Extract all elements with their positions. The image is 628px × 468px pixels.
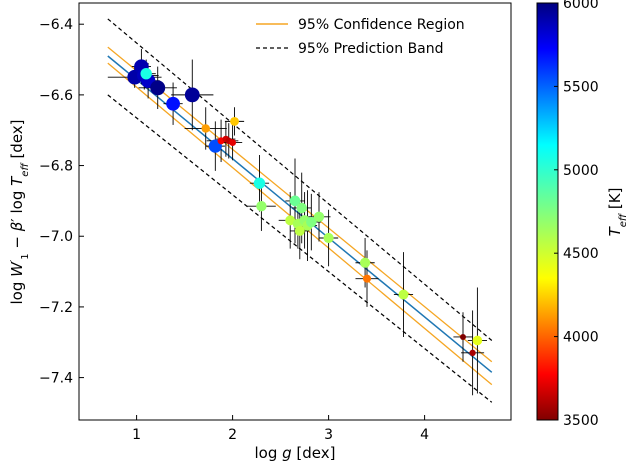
x-tick-label: 3: [324, 427, 333, 443]
legend-confidence-label: 95% Confidence Region: [298, 17, 465, 33]
data-point: [253, 177, 266, 189]
data-point: [398, 289, 409, 300]
data-point: [229, 139, 237, 147]
data-point: [469, 349, 476, 357]
x-tick-label: 1: [132, 427, 141, 443]
data-point: [285, 215, 296, 226]
prediction-band-upper: [107, 18, 493, 341]
colorbar: 3500 4000 4500 5000 5500 6000 Teff [K]: [536, 0, 628, 429]
y-tick-label: −7.2: [39, 300, 73, 316]
y-axis-label: log W′1 − β′ log Teff [dex]: [8, 119, 31, 304]
data-point: [294, 225, 305, 236]
colorbar-tick-label: 3500: [563, 413, 599, 429]
data-point: [460, 333, 466, 340]
data-point: [296, 202, 307, 214]
y-tick-label: −6.4: [39, 17, 73, 33]
x-tick-label: 4: [420, 427, 429, 443]
data-point: [230, 116, 239, 126]
data-point: [362, 274, 372, 283]
data-point: [140, 67, 152, 80]
data-point: [166, 96, 180, 111]
colorbar-tick-label: 6000: [563, 0, 599, 12]
colorbar-label: Teff [K]: [606, 188, 628, 237]
plot-frame: [78, 2, 512, 421]
y-tick-label: −7.0: [39, 229, 73, 245]
colorbar-tick-label: 4500: [563, 246, 599, 262]
colorbar-tick-label: 5000: [563, 163, 599, 179]
x-tick-label: 2: [228, 427, 237, 443]
data-point: [201, 124, 210, 133]
legend-prediction-label: 95% Prediction Band: [298, 41, 444, 57]
colorbar-tick-label: 4000: [563, 330, 599, 346]
data-point: [306, 216, 317, 228]
data-point: [360, 257, 371, 268]
y-tick-label: −7.4: [39, 371, 73, 387]
data-point: [313, 211, 325, 222]
colorbar-tick-label: 5500: [563, 79, 599, 95]
data-point: [256, 201, 267, 212]
data-point: [323, 232, 334, 244]
legend: 95% Confidence Region 95% Prediction Ban…: [256, 17, 465, 57]
y-tick-label: −6.6: [39, 88, 73, 104]
data-point: [472, 335, 483, 346]
data-point: [150, 80, 166, 96]
x-axis-label: log g [dex]: [254, 444, 335, 462]
plot-area: 1 2 3 4 −7.4 −7.2 −7.0 −6.8 −6.6 −6.4: [39, 2, 512, 443]
y-tick-label: −6.8: [39, 159, 73, 175]
data-point: [184, 87, 200, 103]
data-point: [289, 195, 301, 207]
colorbar-gradient: [536, 2, 559, 421]
